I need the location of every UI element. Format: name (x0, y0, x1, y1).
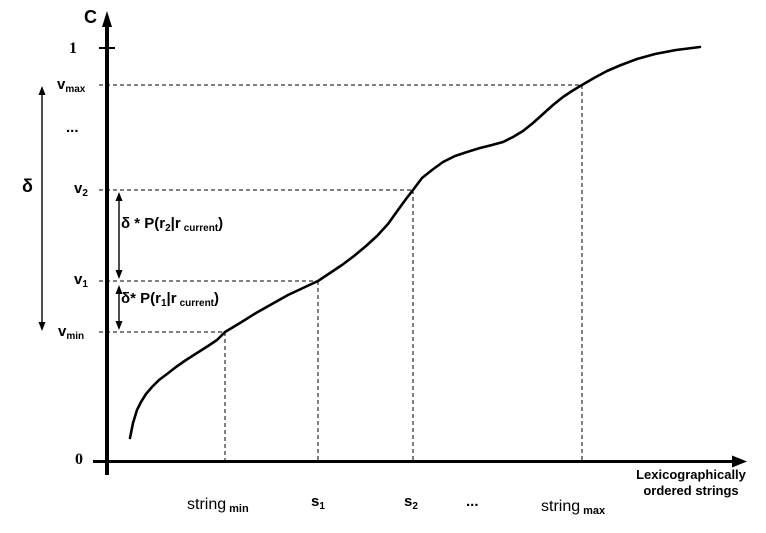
x-label-s1-base: s (311, 493, 320, 510)
y-axis-ellipsis: ... (66, 119, 79, 136)
cdf-curve (128, 45, 702, 440)
annotation-r1-suffix: ) (214, 290, 220, 307)
annotation-delta-p-r2: δ * P(r2|r current) (121, 215, 224, 234)
p-r1-range-arrowhead-top (115, 285, 123, 294)
x-label-s1: s1 (311, 493, 325, 512)
x-axis-title-line2: ordered strings (643, 483, 739, 499)
y-label-vmin-sub: min (66, 331, 85, 342)
x-label-string-min-sub: min (229, 503, 249, 516)
p-r1-range-arrowhead-bottom (115, 321, 123, 330)
annotation-r1-prefix: δ* P(r (121, 290, 161, 307)
annotation-r2-sub2: current (183, 223, 219, 234)
y-label-v1-base: v (74, 271, 83, 288)
annotation-r1-sub2: current (179, 298, 215, 309)
x-axis-arrowhead (732, 455, 747, 468)
x-label-s1-sub: 1 (319, 501, 325, 512)
y-label-vmax: vmax (57, 76, 86, 95)
delta-range-arrowhead-bottom (38, 322, 46, 331)
y-axis-title: C (84, 7, 97, 27)
y-label-vmax-base: v (57, 76, 66, 93)
origin-label: 0 (75, 451, 83, 468)
delta-range-arrowhead-top (38, 86, 46, 95)
x-axis-title: Lexicographically ordered strings (626, 467, 756, 500)
annotation-r1-mid: |r (166, 290, 177, 307)
annotation-r2-sub1: 2 (165, 223, 171, 234)
annotation-r2-prefix: δ * P(r (121, 215, 166, 232)
x-axis-ellipsis: ... (466, 493, 479, 510)
y-label-v1: v1 (74, 271, 88, 290)
annotation-delta-p-r1: δ* P(r1|r current) (121, 290, 220, 309)
p-r2-range-arrowhead-top (115, 192, 123, 201)
y-label-v2: v2 (74, 180, 88, 199)
y-label-vmin: vmin (58, 323, 85, 342)
annotation-r1-sub1: 1 (160, 298, 167, 309)
p-r2-range-arrowhead-bottom (115, 270, 123, 279)
x-label-s2-sub: 2 (412, 501, 418, 512)
y-axis-arrowhead (102, 11, 112, 27)
y-label-vmax-sub: max (65, 84, 86, 95)
annotation-r2-suffix: ) (218, 215, 224, 232)
x-label-string-min-base: string (187, 496, 227, 513)
y-label-v2-base: v (74, 180, 83, 197)
x-label-s2: s2 (404, 493, 418, 512)
x-label-s2-base: s (404, 493, 413, 510)
x-label-string-min: string min (187, 496, 249, 516)
y-label-v1-sub: 1 (82, 279, 88, 290)
y-label-v2-sub: 2 (82, 188, 88, 199)
annotation-r2-mid: |r (170, 215, 181, 232)
x-label-string-max: string max (541, 498, 606, 518)
x-label-string-max-base: string (541, 498, 581, 515)
y-label-vmin-base: v (58, 323, 67, 340)
delta-label: δ (22, 176, 33, 196)
x-label-string-max-sub: max (583, 505, 606, 518)
y-tick-label-1: 1 (69, 40, 77, 57)
x-axis-title-line1: Lexicographically (636, 467, 746, 482)
